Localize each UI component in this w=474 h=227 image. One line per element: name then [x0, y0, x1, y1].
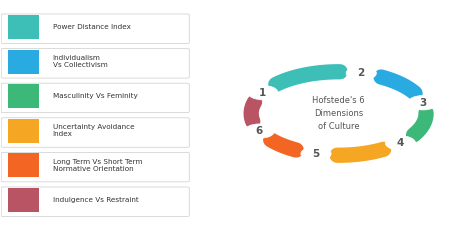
Text: Long Term Vs Short Term
Normative Orientation: Long Term Vs Short Term Normative Orient… [53, 159, 142, 172]
FancyBboxPatch shape [8, 49, 38, 74]
Circle shape [408, 96, 438, 110]
Text: 1: 1 [259, 88, 266, 98]
Text: 4: 4 [397, 138, 404, 148]
Circle shape [244, 124, 274, 138]
Text: Masculinity Vs Feminity: Masculinity Vs Feminity [53, 93, 137, 99]
Circle shape [385, 136, 416, 150]
FancyBboxPatch shape [1, 14, 189, 44]
Text: Individualism
Vs Collectivism: Individualism Vs Collectivism [53, 55, 108, 68]
FancyBboxPatch shape [1, 49, 189, 78]
FancyBboxPatch shape [8, 119, 38, 143]
Text: 3: 3 [419, 98, 427, 108]
Circle shape [248, 85, 278, 100]
Circle shape [287, 89, 391, 138]
Text: Uncertainty Avoidance
Index: Uncertainty Avoidance Index [53, 124, 134, 137]
Circle shape [346, 66, 376, 80]
FancyBboxPatch shape [1, 187, 189, 217]
Text: 5: 5 [312, 149, 319, 159]
FancyBboxPatch shape [8, 188, 38, 212]
FancyBboxPatch shape [1, 152, 189, 182]
FancyBboxPatch shape [8, 15, 38, 39]
FancyBboxPatch shape [8, 84, 38, 108]
Text: Power Distance Index: Power Distance Index [53, 24, 130, 30]
FancyBboxPatch shape [1, 83, 189, 113]
Text: Hofstede's 6
Dimensions
of Culture: Hofstede's 6 Dimensions of Culture [312, 96, 365, 131]
Circle shape [301, 147, 331, 161]
Text: Indulgence Vs Restraint: Indulgence Vs Restraint [53, 197, 138, 203]
FancyBboxPatch shape [1, 118, 189, 147]
FancyBboxPatch shape [8, 153, 38, 178]
Text: 6: 6 [256, 126, 263, 136]
Text: 2: 2 [357, 68, 365, 78]
